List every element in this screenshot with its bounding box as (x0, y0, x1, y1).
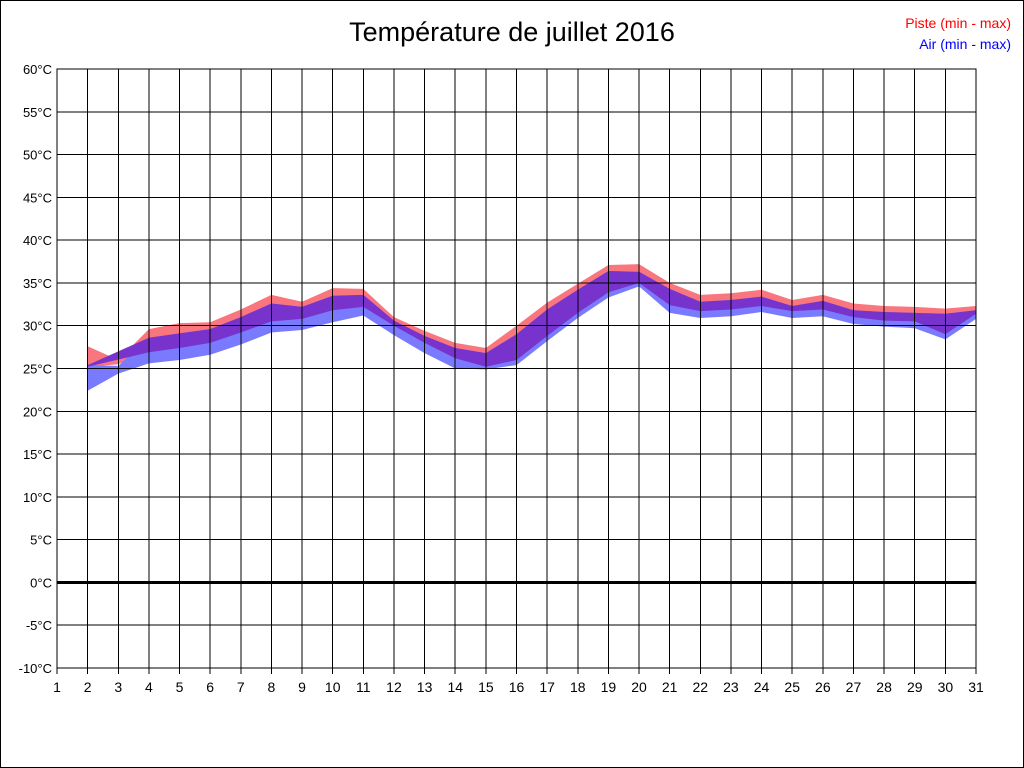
x-axis-tick-label: 10 (325, 679, 341, 695)
x-axis-tick-label: 12 (386, 679, 402, 695)
x-axis-tick-label: 24 (754, 679, 770, 695)
x-axis-tick-label: 30 (938, 679, 954, 695)
x-axis-tick-label: 5 (176, 679, 184, 695)
y-axis-tick-label: 20°C (23, 404, 52, 419)
y-axis-tick-label: 55°C (23, 105, 52, 120)
y-axis-tick-label: 15°C (23, 447, 52, 462)
page-title: Température de juillet 2016 (349, 17, 675, 47)
x-axis-tick-label: 27 (846, 679, 862, 695)
band-overlap (87, 270, 977, 367)
y-axis-tick-label: -10°C (19, 661, 52, 676)
x-axis-tick-label: 9 (298, 679, 306, 695)
y-axis-tick-label: 60°C (23, 62, 52, 77)
x-axis-tick-label: 26 (815, 679, 831, 695)
y-axis-tick-label: 35°C (23, 276, 52, 291)
x-axis-tick-label: 19 (601, 679, 617, 695)
y-axis-tick-label: 10°C (23, 490, 52, 505)
x-axis-tick-label: 6 (206, 679, 214, 695)
x-axis-tick-label: 1 (53, 679, 61, 695)
y-axis-tick-label: 25°C (23, 362, 52, 377)
y-axis-tick-label: 5°C (30, 533, 52, 548)
x-axis-tick-label: 11 (356, 679, 371, 695)
chart-legend: Piste (min - max) Air (min - max) (905, 13, 1011, 55)
band-piste (87, 264, 977, 367)
y-axis-tick-label: 40°C (23, 233, 52, 248)
y-axis-tick-label: -5°C (26, 618, 52, 633)
y-axis-tick-label: 0°C (30, 575, 52, 590)
y-axis-tick-label: 30°C (23, 319, 52, 334)
legend-item-air[interactable]: Air (min - max) (919, 36, 1011, 52)
x-axis-tick-label: 15 (478, 679, 494, 695)
x-axis-tick-label: 3 (114, 679, 122, 695)
x-axis-tick-label: 31 (968, 679, 984, 695)
x-axis-tick-label: 7 (237, 679, 245, 695)
x-axis-tick-label: 28 (876, 679, 892, 695)
x-axis-tick-label: 29 (907, 679, 923, 695)
x-axis-tick-label: 8 (268, 679, 276, 695)
x-axis-tick-label: 23 (723, 679, 739, 695)
x-axis-tick-label: 25 (784, 679, 800, 695)
x-axis-tick-label: 22 (693, 679, 709, 695)
x-axis-tick-label: 14 (447, 679, 463, 695)
x-axis-tick-label: 13 (417, 679, 433, 695)
y-axis-tick-label: 50°C (23, 148, 52, 163)
x-axis-tick-label: 21 (662, 679, 678, 695)
x-axis-tick-label: 18 (570, 679, 586, 695)
x-axis-tick-label: 17 (539, 679, 555, 695)
x-axis-tick-label: 20 (631, 679, 647, 695)
y-axis-tick-label: 45°C (23, 190, 52, 205)
x-axis-tick-label: 4 (145, 679, 153, 695)
legend-item-piste[interactable]: Piste (min - max) (905, 15, 1011, 31)
x-axis-tick-label: 2 (84, 679, 92, 695)
x-axis-tick-label: 16 (509, 679, 525, 695)
